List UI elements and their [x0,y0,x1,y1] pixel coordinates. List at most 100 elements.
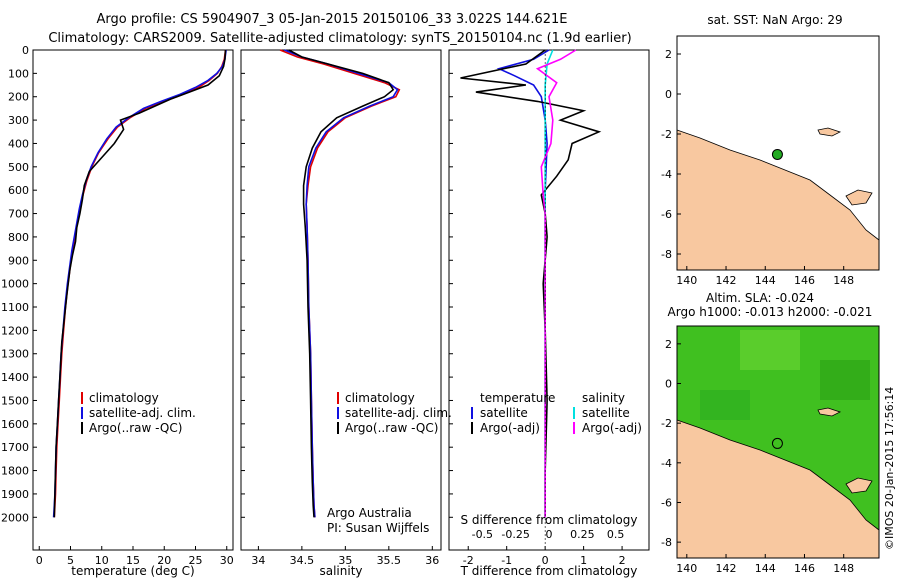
depth-tick-label: 800 [8,231,29,244]
depth-tick-label: 1700 [1,441,29,454]
map-x-tick-label: 144 [755,274,776,287]
depth-tick-label: 1100 [1,301,29,314]
difference-profiles [460,49,602,550]
difference-legend: temperature satellite Argo(-adj) salinit… [471,391,642,435]
difference-panel: -2 -1 0 1 2 -0.5 -0.25 0 0.25 0.5 S difference fr… [448,49,650,578]
difference-plot-frame [448,49,650,551]
legend-label: satellite [480,406,528,420]
x-tick-label-top: -0.5 [472,528,493,541]
salinity-xlabel: salinity [319,564,362,578]
x-tick-label: 25 [189,554,203,567]
depth-tick-label: 100 [8,67,29,80]
series-temperature-satellite [496,49,550,518]
map-x-tick-label: 142 [716,562,737,575]
profile-location-marker [771,148,783,160]
sla-map-subtitle: Argo h1000: -0.013 h2000: -0.021 [668,305,873,319]
x-tick-label: -1 [501,554,512,567]
legend-label: satellite [582,406,630,420]
x-tick-label: 5 [67,554,74,567]
depth-tick-label: 1900 [1,488,29,501]
x-tick-label-top: 0.25 [570,528,595,541]
sla-map-field-patch [740,330,800,370]
depth-tick-label: 1300 [1,348,29,361]
map-y-tick-label: -8 [661,536,672,549]
x-tick-label: 34.5 [290,554,315,567]
map-y-tick-label: -2 [661,128,672,141]
sst-map-land-manus [817,127,842,137]
depth-axis: 0 100 200 300 400 500 600 700 800 900 1000 1100 1200… [1,44,453,524]
x-tick-label-top: 0.5 [607,528,625,541]
depth-tick-label: 1000 [1,278,29,291]
salinity-plot-frame [240,49,442,551]
sla-map-frame [676,325,880,559]
x-tick-label: 2 [619,554,626,567]
temperature-legend: climatology satellite-adj. clim. Argo(..… [81,391,196,435]
depth-tick-label: 1400 [1,371,29,384]
map-y-tick-label: -4 [661,168,672,181]
x-tick-label: 36 [425,554,439,567]
legend-label: satellite-adj. clim. [345,406,452,420]
depth-tick-label: 500 [8,161,29,174]
sst-map-land-new-britain [845,189,873,206]
x-tick-label: 0 [36,554,43,567]
salinity-x-axis: 34 34.5 35 35.5 36 [251,546,439,567]
map-y-tick-label: 0 [665,88,672,101]
map-y-tick-label: -6 [661,496,672,509]
legend-label: Argo(..raw -QC) [345,421,438,435]
salinity-legend: climatology satellite-adj. clim. Argo(..… [337,391,452,435]
map-y-tick-label: 2 [665,338,672,351]
temperature-panel: 0100200300400500600700800900100011001200… [1,44,453,578]
x-tick-label-top: -0.25 [501,528,529,541]
sst-map-title: sat. SST: NaN Argo: 29 [707,13,842,27]
x-tick-label: 35.5 [377,554,402,567]
sla-map-land-manus [817,407,842,417]
map-y-tick-label: 2 [665,48,672,61]
x-tick-label: 0 [542,554,549,567]
sst-map-panel: sat. SST: NaN Argo: 29 140 142 144 146 148 2 0… [661,13,880,287]
x-tick-label: 10 [95,554,109,567]
map-x-tick-label: 140 [676,274,697,287]
sst-map-frame [676,35,880,271]
legend-label: Argo(-adj) [582,421,642,435]
x-tick-label: 30 [220,554,234,567]
difference-x-axis: -2 -1 0 1 2 -0.5 -0.25 0 0.25 0.5 [463,528,626,567]
depth-tick-label: 0 [22,44,29,57]
map-x-tick-label: 148 [833,562,854,575]
map-x-tick-label: 148 [833,274,854,287]
legend-label: satellite-adj. clim. [89,406,196,420]
sla-map-land-new-britain [845,477,873,494]
map-x-tick-label: 146 [794,562,815,575]
legend-heading-salinity: salinity [582,391,625,405]
map-x-tick-label: 142 [716,274,737,287]
series-climatology [53,49,227,518]
salinity-panel: 34 34.5 35 35.5 36 salinity climatology sate… [240,49,452,578]
depth-tick-label: 1600 [1,418,29,431]
temperature-profiles [52,49,227,518]
depth-tick-label: 1200 [1,324,29,337]
depth-tick-label: 400 [8,137,29,150]
sst-map-axes: 140 142 144 146 148 2 0 -2 -4 -6 -8 [661,48,854,287]
depth-tick-label: 1500 [1,394,29,407]
depth-tick-label: 600 [8,184,29,197]
map-x-tick-label: 140 [676,562,697,575]
x-tick-label: 34 [251,554,265,567]
salinity-annotation-institution: Argo Australia [327,506,412,520]
legend-label: Argo(-adj) [480,421,540,435]
sla-map-field-patch [820,360,870,400]
depth-tick-label: 900 [8,254,29,267]
depth-tick-label: 300 [8,114,29,127]
x-tick-label: 15 [126,554,140,567]
series-satellite-adj-clim [284,49,399,518]
map-x-tick-label: 144 [755,562,776,575]
temperature-x-axis: 0 5 10 15 20 25 30 [36,546,234,567]
salinity-profiles [279,49,401,518]
sla-map-panel: Altim. SLA: -0.024 Argo h1000: -0.013 h2… [661,291,880,575]
series-argo-raw-qc [53,49,227,518]
legend-label: climatology [345,391,415,405]
map-y-tick-label: 0 [665,378,672,391]
sla-map-axes: 140 142 144 146 148 2 0 -2 -4 -6 -8 [661,338,854,575]
difference-xlabel-top: S difference from climatology [461,513,638,527]
legend-heading-temperature: temperature [480,391,555,405]
figure-title-line2: Climatology: CARS2009. Satellite-adjuste… [48,31,631,46]
